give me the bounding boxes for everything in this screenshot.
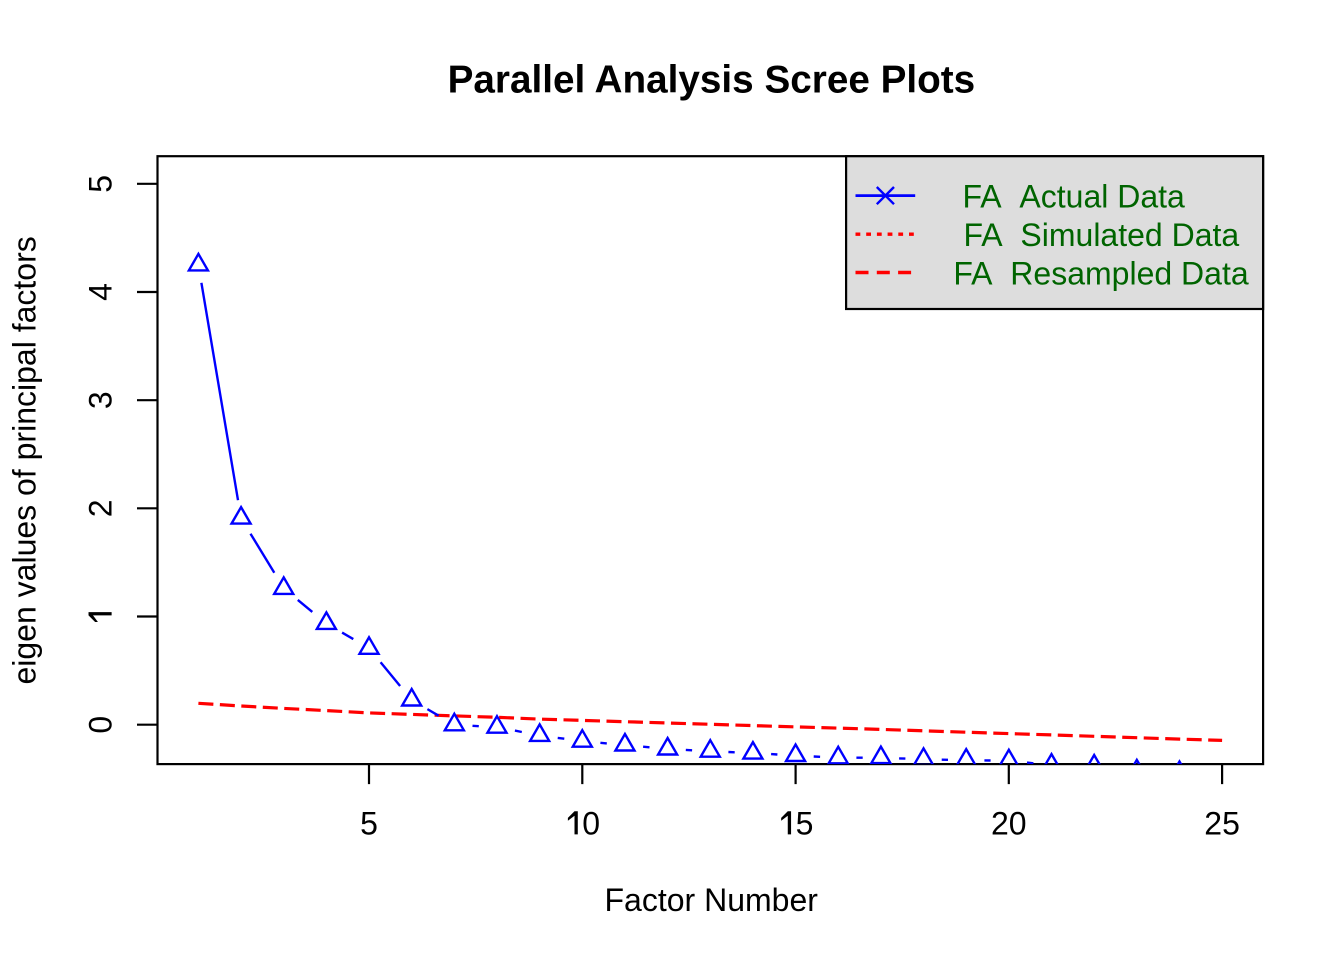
svg-text:0: 0: [582, 805, 600, 841]
svg-text:Factor Number: Factor Number: [605, 882, 819, 918]
svg-text:5: 5: [796, 805, 814, 841]
svg-text:0: 0: [83, 716, 119, 734]
svg-text:5: 5: [360, 805, 378, 841]
svg-text:2: 2: [83, 499, 119, 517]
svg-text:25: 25: [1204, 805, 1240, 841]
svg-text:5: 5: [83, 175, 119, 193]
svg-text:Parallel Analysis Scree Plots: Parallel Analysis Scree Plots: [448, 59, 976, 102]
svg-text:FA Actual Data: FA Actual Data: [963, 179, 1186, 215]
svg-text:3: 3: [83, 391, 119, 409]
svg-text:4: 4: [83, 283, 119, 301]
svg-text:FA Resampled Data: FA Resampled Data: [953, 256, 1248, 292]
svg-text:eigen values of principal fact: eigen values of principal factors: [7, 236, 43, 684]
svg-text:20: 20: [991, 805, 1027, 841]
svg-text:FA Simulated Data: FA Simulated Data: [964, 217, 1240, 253]
